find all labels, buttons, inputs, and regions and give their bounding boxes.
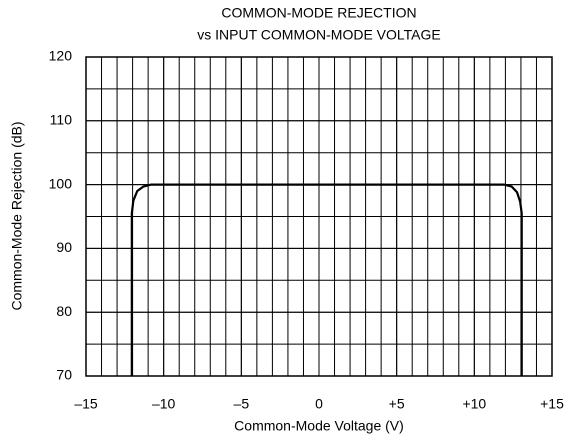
y-tick-label: 110 — [50, 112, 73, 128]
y-tick-label: 120 — [49, 48, 73, 64]
x-tick-label: +5 — [389, 396, 405, 412]
x-tick-label: –15 — [74, 396, 98, 412]
y-tick-label: 80 — [56, 303, 72, 319]
y-tick-label: 90 — [56, 239, 72, 255]
chart-subtitle: vs INPUT COMMON-MODE VOLTAGE — [197, 27, 440, 43]
plot-frame — [85, 56, 553, 377]
x-tick-label: +15 — [540, 396, 564, 412]
x-tick-label: +10 — [462, 396, 486, 412]
x-axis-label: Common-Mode Voltage (V) — [234, 418, 404, 434]
y-axis-label: Common-Mode Rejection (dB) — [9, 121, 25, 310]
x-tick-label: –5 — [234, 396, 250, 412]
y-tick-label: 70 — [56, 367, 72, 383]
x-tick-label: –10 — [152, 396, 176, 412]
chart-title: COMMON-MODE REJECTION — [221, 5, 416, 21]
y-tick-label: 100 — [49, 175, 73, 191]
x-tick-label: 0 — [315, 396, 323, 412]
data-line — [130, 183, 523, 376]
